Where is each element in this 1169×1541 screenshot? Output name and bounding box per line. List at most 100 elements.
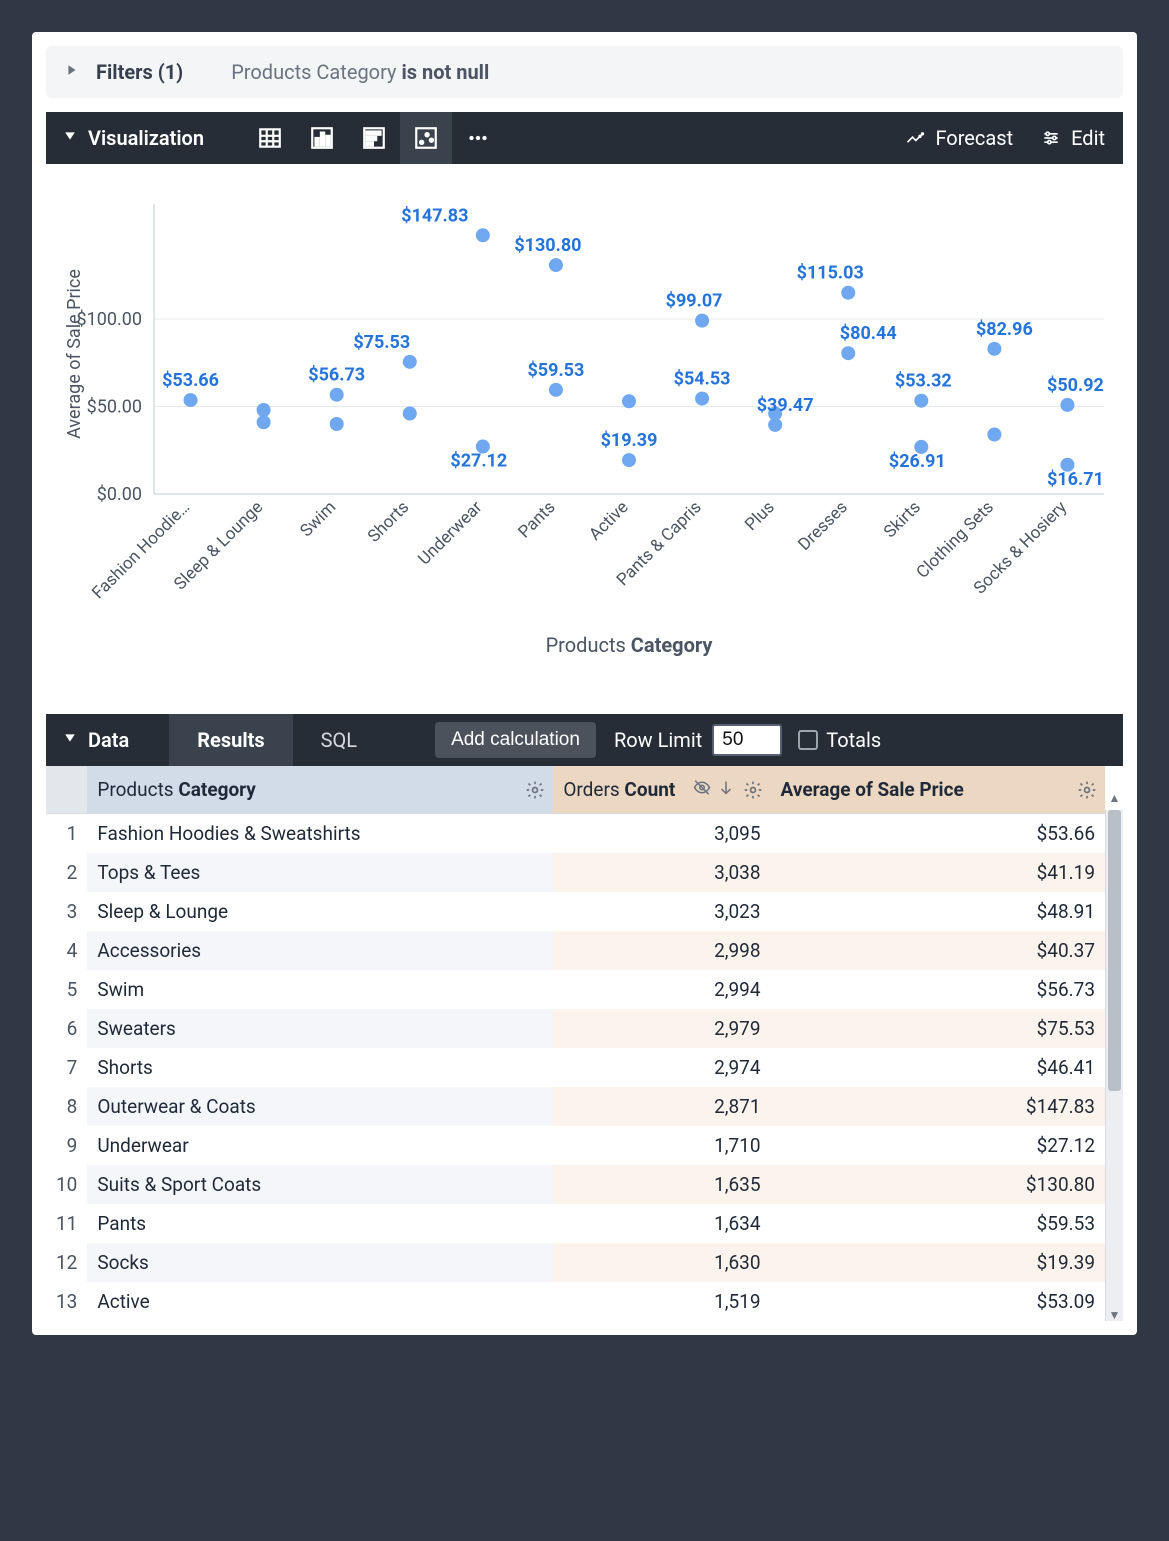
cell-avg[interactable]: $53.66 — [771, 814, 1105, 854]
chart-point[interactable] — [622, 453, 636, 467]
chart-point[interactable] — [184, 393, 198, 407]
table-row[interactable]: 1Fashion Hoodies & Sweatshirts3,095$53.6… — [46, 814, 1105, 854]
cell-count[interactable]: 1,710 — [553, 1126, 770, 1165]
table-row[interactable]: 2Tops & Tees3,038$41.19 — [46, 853, 1105, 892]
chart-point[interactable] — [695, 314, 709, 328]
checkbox-icon[interactable] — [798, 730, 818, 750]
table-icon[interactable] — [244, 112, 296, 164]
table-row[interactable]: 7Shorts2,974$46.41 — [46, 1048, 1105, 1087]
scroll-thumb[interactable] — [1108, 810, 1121, 1091]
gear-icon[interactable] — [525, 780, 545, 800]
cell-avg[interactable]: $59.53 — [771, 1204, 1105, 1243]
sort-desc-icon[interactable] — [717, 778, 735, 801]
cell-count[interactable]: 3,038 — [553, 853, 770, 892]
scatter-chart-icon[interactable] — [400, 112, 452, 164]
chart-point[interactable] — [403, 407, 417, 421]
cell-category[interactable]: Outerwear & Coats — [87, 1087, 553, 1126]
forecast-button[interactable]: Forecast — [905, 126, 1013, 150]
cell-avg[interactable]: $147.83 — [771, 1087, 1105, 1126]
row-limit-input[interactable] — [712, 724, 782, 756]
chart-point[interactable] — [622, 394, 636, 408]
hide-icon[interactable] — [693, 778, 711, 801]
cell-count[interactable]: 2,979 — [553, 1009, 770, 1048]
cell-count[interactable]: 2,998 — [553, 931, 770, 970]
table-row[interactable]: 12Socks1,630$19.39 — [46, 1243, 1105, 1282]
scroll-up-icon[interactable]: ▲ — [1106, 790, 1123, 806]
filters-bar[interactable]: Filters (1) Products Category is not nul… — [46, 46, 1123, 98]
cell-category[interactable]: Shorts — [87, 1048, 553, 1087]
cell-category[interactable]: Sweaters — [87, 1009, 553, 1048]
chart-point[interactable] — [768, 418, 782, 432]
cell-category[interactable]: Fashion Hoodies & Sweatshirts — [87, 814, 553, 854]
cell-avg[interactable]: $41.19 — [771, 853, 1105, 892]
table-row[interactable]: 9Underwear1,710$27.12 — [46, 1126, 1105, 1165]
chart-point[interactable] — [1060, 398, 1074, 412]
chart-point[interactable] — [695, 392, 709, 406]
chart-point[interactable] — [476, 228, 490, 242]
table-row[interactable]: 11Pants1,634$59.53 — [46, 1204, 1105, 1243]
chart-point[interactable] — [403, 355, 417, 369]
cell-category[interactable]: Swim — [87, 970, 553, 1009]
table-row[interactable]: 10Suits & Sport Coats1,635$130.80 — [46, 1165, 1105, 1204]
cell-category[interactable]: Tops & Tees — [87, 853, 553, 892]
cell-count[interactable]: 3,023 — [553, 892, 770, 931]
cell-avg[interactable]: $27.12 — [771, 1126, 1105, 1165]
cell-avg[interactable]: $130.80 — [771, 1165, 1105, 1204]
cell-category[interactable]: Accessories — [87, 931, 553, 970]
tab-results[interactable]: Results — [169, 714, 292, 766]
edit-button[interactable]: Edit — [1041, 126, 1105, 150]
cell-category[interactable]: Underwear — [87, 1126, 553, 1165]
cell-category[interactable]: Pants — [87, 1204, 553, 1243]
more-icon[interactable] — [452, 112, 504, 164]
cell-category[interactable]: Active — [87, 1282, 553, 1321]
column-header-avg[interactable]: Average of Sale Price — [771, 766, 1105, 814]
chart-point[interactable] — [330, 417, 344, 431]
table-row[interactable]: 6Sweaters2,979$75.53 — [46, 1009, 1105, 1048]
column-header-count[interactable]: Orders Count — [553, 766, 770, 814]
chevron-down-icon[interactable] — [64, 732, 76, 748]
gear-icon[interactable] — [743, 780, 763, 800]
column-header-category[interactable]: Products Category — [87, 766, 553, 814]
table-row[interactable]: 3Sleep & Lounge3,023$48.91 — [46, 892, 1105, 931]
cell-count[interactable]: 1,519 — [553, 1282, 770, 1321]
cell-avg[interactable]: $48.91 — [771, 892, 1105, 931]
cell-avg[interactable]: $19.39 — [771, 1243, 1105, 1282]
column-header-rownum[interactable] — [46, 766, 87, 814]
gear-icon[interactable] — [1077, 780, 1097, 800]
cell-category[interactable]: Suits & Sport Coats — [87, 1165, 553, 1204]
cell-avg[interactable]: $46.41 — [771, 1048, 1105, 1087]
cell-count[interactable]: 1,635 — [553, 1165, 770, 1204]
table-row[interactable]: 5Swim2,994$56.73 — [46, 970, 1105, 1009]
chart-point[interactable] — [549, 383, 563, 397]
totals-toggle[interactable]: Totals — [798, 728, 881, 752]
chart-point[interactable] — [257, 403, 271, 417]
chart-point[interactable] — [841, 346, 855, 360]
tab-sql[interactable]: SQL — [293, 714, 385, 766]
cell-avg[interactable]: $53.09 — [771, 1282, 1105, 1321]
chart-point[interactable] — [330, 388, 344, 402]
cell-category[interactable]: Sleep & Lounge — [87, 892, 553, 931]
cell-count[interactable]: 2,994 — [553, 970, 770, 1009]
table-row[interactable]: 4Accessories2,998$40.37 — [46, 931, 1105, 970]
cell-count[interactable]: 2,974 — [553, 1048, 770, 1087]
table-row[interactable]: 8Outerwear & Coats2,871$147.83 — [46, 1087, 1105, 1126]
cell-count[interactable]: 1,634 — [553, 1204, 770, 1243]
cell-avg[interactable]: $40.37 — [771, 931, 1105, 970]
cell-count[interactable]: 2,871 — [553, 1087, 770, 1126]
cell-count[interactable]: 1,630 — [553, 1243, 770, 1282]
chart-point[interactable] — [549, 258, 563, 272]
chart-point[interactable] — [987, 342, 1001, 356]
cell-count[interactable]: 3,095 — [553, 814, 770, 854]
cell-avg[interactable]: $75.53 — [771, 1009, 1105, 1048]
chevron-down-icon[interactable] — [64, 130, 76, 146]
scroll-down-icon[interactable]: ▼ — [1106, 1307, 1123, 1321]
chart-point[interactable] — [841, 286, 855, 300]
scrollbar[interactable]: ▲ ▼ — [1105, 810, 1123, 1321]
chart-point[interactable] — [914, 394, 928, 408]
chart-point[interactable] — [257, 415, 271, 429]
cell-category[interactable]: Socks — [87, 1243, 553, 1282]
cell-avg[interactable]: $56.73 — [771, 970, 1105, 1009]
bar-chart-icon[interactable] — [348, 112, 400, 164]
chart-point[interactable] — [987, 428, 1001, 442]
column-chart-icon[interactable] — [296, 112, 348, 164]
